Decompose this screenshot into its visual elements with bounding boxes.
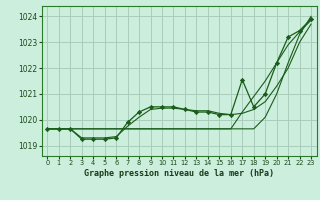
X-axis label: Graphe pression niveau de la mer (hPa): Graphe pression niveau de la mer (hPa) xyxy=(84,169,274,178)
